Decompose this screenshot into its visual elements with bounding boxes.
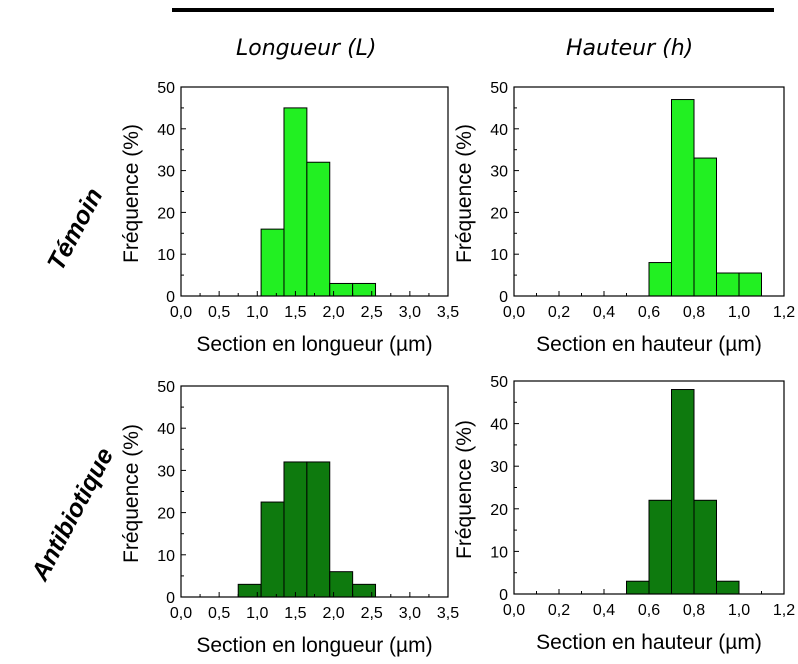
y-axis-title: Fréquence (%): [120, 424, 143, 563]
bar: [693, 499, 717, 595]
x-tick-label: 1,5: [284, 304, 306, 321]
y-tick-label: 40: [490, 417, 508, 434]
x-tick-label: 0,0: [170, 304, 192, 321]
y-tick-label: 50: [157, 379, 175, 396]
y-tick-label: 50: [490, 80, 508, 97]
y-tick-label: 10: [490, 544, 508, 561]
x-tick-label: 2,5: [361, 605, 383, 622]
x-tick-label: 0,5: [208, 304, 230, 321]
x-tick-label: 3,0: [399, 304, 421, 321]
x-tick-label: 0,0: [170, 605, 192, 622]
x-tick-label: 0,8: [683, 304, 705, 321]
x-tick-label: 1,5: [284, 605, 306, 622]
x-tick-label: 0,5: [208, 605, 230, 622]
y-tick-label: 20: [157, 205, 175, 222]
y-tick-label: 30: [157, 463, 175, 480]
x-tick-label: 2,5: [361, 304, 383, 321]
bar: [306, 461, 331, 598]
x-axis-title: Section en hauteur (µm): [536, 333, 762, 356]
x-tick-label: 2,0: [322, 605, 344, 622]
x-axis-title: Section en longueur (µm): [196, 634, 432, 657]
x-tick-label: 0,8: [683, 602, 705, 619]
bar: [716, 272, 740, 297]
bar: [306, 161, 331, 297]
bar: [716, 580, 740, 595]
x-tick-label: 3,0: [399, 605, 421, 622]
header-rule: [172, 8, 774, 12]
bar: [693, 157, 717, 297]
x-tick-label: 1,2: [773, 602, 795, 619]
y-tick-label: 40: [490, 122, 508, 139]
x-tick-label: 2,0: [322, 304, 344, 321]
y-tick-label: 0: [166, 590, 175, 607]
x-tick-label: 0,6: [638, 602, 660, 619]
column-header-hauteur: Hauteur (h): [566, 36, 694, 61]
y-tick-label: 10: [490, 247, 508, 264]
y-tick-label: 0: [499, 587, 508, 604]
y-tick-label: 20: [490, 502, 508, 519]
bar: [648, 499, 672, 595]
bar: [671, 389, 695, 595]
bar: [283, 461, 308, 598]
bar: [260, 228, 285, 297]
x-tick-label: 3,5: [437, 605, 459, 622]
column-header-longueur: Longueur (L): [236, 36, 377, 61]
x-tick-label: 0,4: [593, 304, 615, 321]
x-tick-label: 0,0: [503, 304, 525, 321]
y-tick-label: 30: [490, 459, 508, 476]
x-tick-label: 0,2: [548, 304, 570, 321]
y-tick-label: 30: [490, 164, 508, 181]
y-tick-label: 30: [157, 164, 175, 181]
x-tick-label: 0,6: [638, 304, 660, 321]
x-tick-label: 3,5: [437, 304, 459, 321]
y-axis-title: Fréquence (%): [120, 124, 143, 263]
y-tick-label: 0: [499, 289, 508, 306]
y-tick-label: 50: [490, 374, 508, 391]
y-tick-label: 50: [157, 80, 175, 97]
x-tick-label: 1,0: [246, 605, 268, 622]
y-tick-label: 20: [490, 205, 508, 222]
x-tick-label: 1,0: [728, 304, 750, 321]
y-tick-label: 40: [157, 421, 175, 438]
y-tick-label: 10: [157, 548, 175, 565]
x-tick-label: 0,2: [548, 602, 570, 619]
bar: [626, 580, 650, 595]
bar: [260, 501, 285, 598]
y-tick-label: 0: [166, 289, 175, 306]
y-tick-label: 40: [157, 122, 175, 139]
x-tick-label: 1,0: [246, 304, 268, 321]
y-tick-label: 20: [157, 506, 175, 523]
x-tick-label: 0,4: [593, 602, 615, 619]
x-axis-title: Section en hauteur (µm): [536, 631, 762, 654]
x-axis-title: Section en longueur (µm): [196, 333, 432, 356]
x-tick-label: 1,0: [728, 602, 750, 619]
x-tick-label: 1,2: [773, 304, 795, 321]
bar: [738, 272, 762, 297]
y-axis-title: Fréquence (%): [453, 420, 476, 559]
bar: [283, 107, 308, 297]
bar: [671, 99, 695, 297]
y-tick-label: 10: [157, 247, 175, 264]
x-tick-label: 0,0: [503, 602, 525, 619]
bar: [648, 262, 672, 297]
y-axis-title: Fréquence (%): [453, 124, 476, 263]
